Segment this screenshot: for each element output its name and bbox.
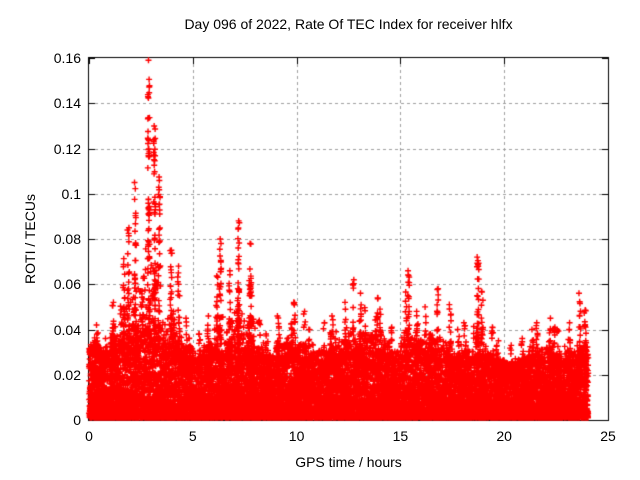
y-tick-label: 0.08: [53, 231, 81, 247]
y-tick-label: 0.06: [53, 276, 81, 293]
x-tick-label: 15: [392, 428, 409, 444]
x-tick-label: 20: [496, 428, 512, 444]
y-tick-label: 0: [73, 412, 81, 428]
y-tick-label: 0.12: [53, 140, 81, 157]
x-tick-label: 10: [288, 428, 305, 444]
y-tick-label: 0.04: [53, 321, 81, 338]
x-tick-label: 0: [85, 428, 93, 444]
x-axis-label: GPS time / hours: [295, 454, 402, 470]
y-tick-label: 0.02: [53, 366, 81, 383]
x-tick-label: 5: [188, 428, 197, 444]
x-tick-label: 25: [600, 428, 616, 444]
y-tick-label: 0.1: [61, 185, 81, 202]
y-tick-label: 0.14: [53, 95, 81, 112]
chart-title: Day 096 of 2022, Rate Of TEC Index for r…: [184, 16, 513, 32]
y-tick-label: 0.16: [53, 50, 81, 66]
